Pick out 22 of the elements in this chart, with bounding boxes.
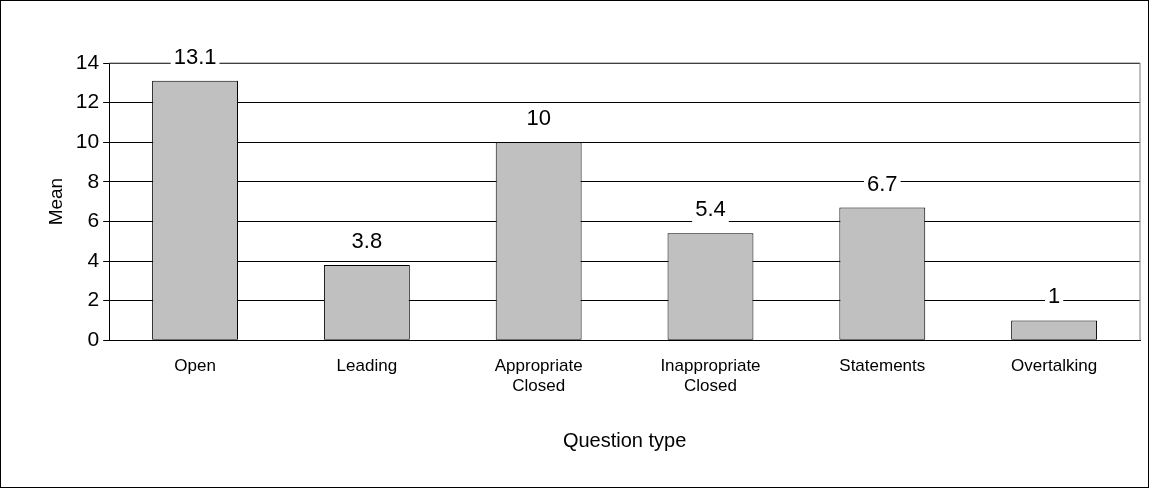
y-tick-label: 12 (75, 89, 100, 113)
x-axis-title: Question type (562, 428, 687, 451)
y-tick-label: 10 (75, 129, 100, 152)
data-label: 3.8 (351, 228, 383, 254)
y-tick-label: 0 (87, 327, 100, 350)
y-tick-label: 14 (75, 49, 100, 73)
data-label: 5.4 (695, 196, 726, 222)
y-tick-label: 6 (87, 208, 100, 232)
data-label: 13.1 (173, 43, 217, 69)
x-tick-label: Statements (839, 356, 926, 376)
x-tick-label: Overtalking (1011, 356, 1098, 376)
data-label: 1 (1047, 283, 1061, 309)
x-tick-label: Inappropriate Closed (660, 356, 761, 396)
x-tick-label: Appropriate Closed (494, 356, 583, 396)
y-tick-label: 8 (87, 168, 100, 192)
y-tick-label: 4 (87, 247, 100, 271)
x-tick-label: Leading (336, 356, 398, 376)
data-label: 6.7 (866, 170, 898, 196)
data-label: 10 (526, 105, 551, 131)
x-tick-label: Open (174, 356, 216, 376)
y-tick-label: 2 (87, 287, 100, 311)
y-axis-title: Mean (44, 177, 66, 226)
